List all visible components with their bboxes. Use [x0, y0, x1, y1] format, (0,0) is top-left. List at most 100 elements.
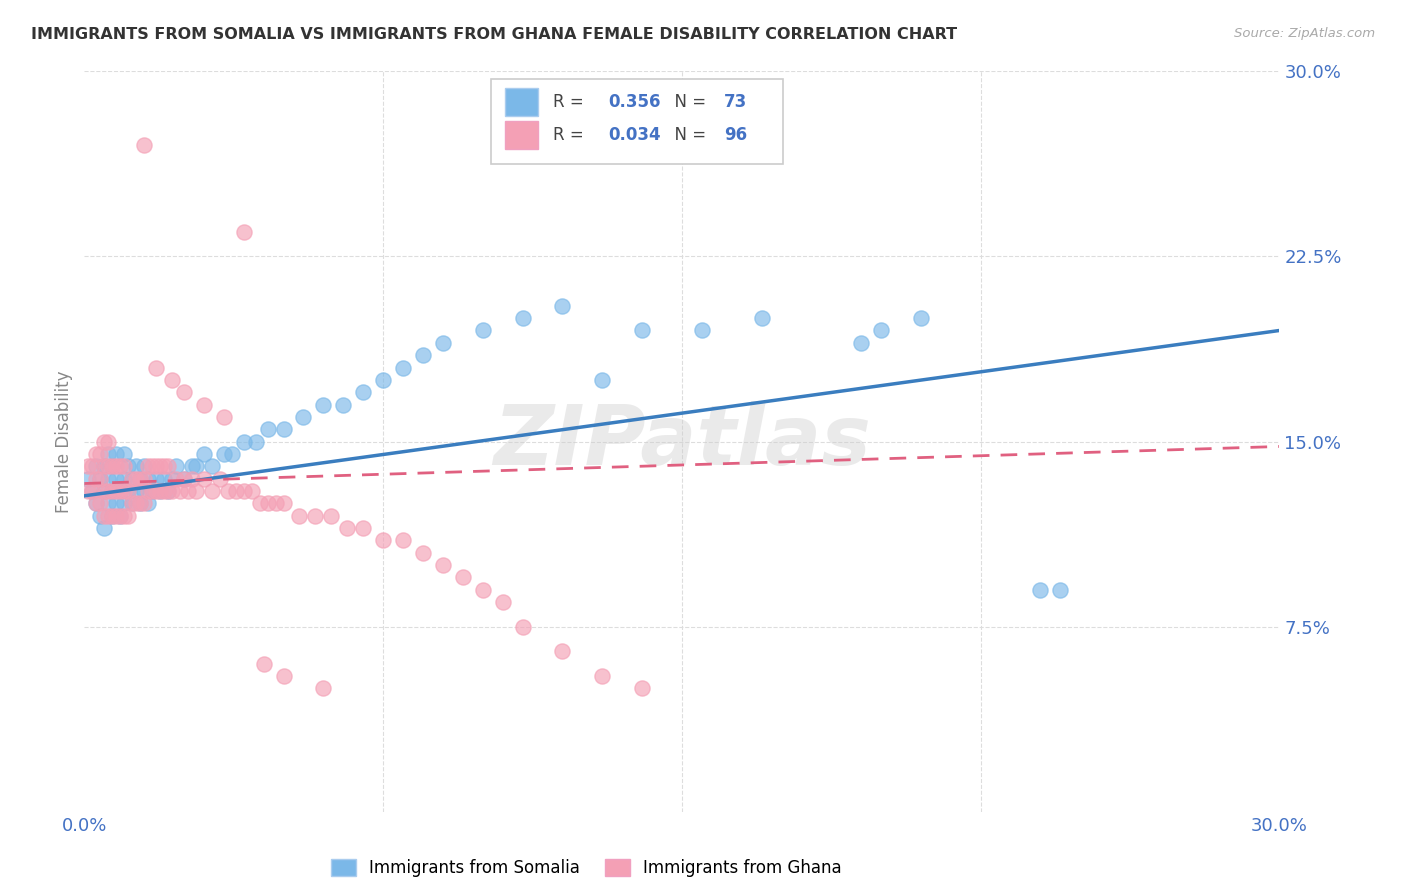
Immigrants from Ghana — [136, 459, 159, 474]
Immigrants from Ghana — [117, 483, 139, 498]
Immigrants from Ghana — [97, 508, 120, 523]
Immigrants from Ghana — [212, 409, 235, 424]
Immigrants from Ghana — [93, 434, 115, 449]
Immigrants from Somalia — [153, 471, 176, 485]
Immigrants from Somalia — [245, 434, 267, 449]
Immigrants from Somalia — [125, 459, 148, 474]
Immigrants from Somalia — [105, 471, 128, 485]
Immigrants from Ghana — [112, 508, 135, 523]
Immigrants from Ghana — [145, 360, 167, 375]
Immigrants from Ghana — [101, 459, 124, 474]
Immigrants from Somalia — [273, 422, 295, 436]
Immigrants from Ghana — [105, 459, 128, 474]
Immigrants from Somalia — [1049, 582, 1071, 597]
Immigrants from Ghana — [512, 619, 534, 633]
Immigrants from Somalia — [332, 398, 354, 412]
Legend: Immigrants from Somalia, Immigrants from Ghana: Immigrants from Somalia, Immigrants from… — [330, 859, 842, 878]
Immigrants from Somalia — [101, 508, 124, 523]
Immigrants from Ghana — [105, 483, 128, 498]
Immigrants from Ghana — [165, 471, 187, 485]
Text: ZIPatlas: ZIPatlas — [494, 401, 870, 482]
Immigrants from Ghana — [82, 459, 104, 474]
Immigrants from Somalia — [101, 483, 124, 498]
Immigrants from Ghana — [97, 434, 120, 449]
Immigrants from Ghana — [86, 471, 108, 485]
Immigrants from Ghana — [492, 595, 515, 609]
Immigrants from Somalia — [112, 496, 135, 510]
Bar — [505, 87, 538, 116]
Immigrants from Somalia — [97, 447, 120, 461]
Immigrants from Ghana — [141, 459, 163, 474]
Immigrants from Ghana — [336, 521, 359, 535]
Immigrants from Somalia — [89, 508, 111, 523]
Immigrants from Ghana — [112, 483, 135, 498]
Text: 73: 73 — [724, 93, 747, 111]
Text: 0.356: 0.356 — [607, 93, 661, 111]
Immigrants from Somalia — [690, 324, 713, 338]
Immigrants from Somalia — [751, 311, 773, 326]
Immigrants from Somalia — [129, 471, 152, 485]
Immigrants from Somalia — [136, 471, 159, 485]
Immigrants from Ghana — [173, 471, 195, 485]
Immigrants from Ghana — [93, 508, 115, 523]
Immigrants from Ghana — [132, 138, 156, 153]
Immigrants from Ghana — [110, 483, 132, 498]
Immigrants from Ghana — [145, 483, 167, 498]
Immigrants from Ghana — [273, 669, 295, 683]
Immigrants from Ghana — [141, 483, 163, 498]
Immigrants from Ghana — [101, 483, 124, 498]
Immigrants from Ghana — [288, 508, 311, 523]
Immigrants from Somalia — [125, 483, 148, 498]
Immigrants from Somalia — [77, 471, 100, 485]
Immigrants from Somalia — [201, 459, 224, 474]
Immigrants from Ghana — [160, 373, 183, 387]
Immigrants from Somalia — [93, 521, 115, 535]
Immigrants from Somalia — [631, 324, 654, 338]
Immigrants from Somalia — [117, 459, 139, 474]
Immigrants from Somalia — [82, 483, 104, 498]
Y-axis label: Female Disability: Female Disability — [55, 370, 73, 513]
Immigrants from Ghana — [181, 471, 204, 485]
Immigrants from Somalia — [412, 348, 434, 362]
Immigrants from Ghana — [129, 471, 152, 485]
Immigrants from Somalia — [184, 459, 207, 474]
Text: R =: R = — [553, 126, 589, 144]
Text: 96: 96 — [724, 126, 747, 144]
Immigrants from Somalia — [373, 373, 395, 387]
Immigrants from Ghana — [256, 496, 278, 510]
Immigrants from Somalia — [101, 459, 124, 474]
Immigrants from Somalia — [145, 471, 167, 485]
Immigrants from Somalia — [221, 447, 243, 461]
Immigrants from Ghana — [177, 483, 200, 498]
Immigrants from Somalia — [86, 496, 108, 510]
Immigrants from Somalia — [112, 471, 135, 485]
Immigrants from Somalia — [165, 459, 187, 474]
Immigrants from Somalia — [193, 447, 215, 461]
Bar — [505, 121, 538, 149]
Immigrants from Somalia — [93, 483, 115, 498]
Immigrants from Somalia — [86, 459, 108, 474]
Immigrants from Ghana — [352, 521, 374, 535]
Text: R =: R = — [553, 93, 589, 111]
Immigrants from Ghana — [89, 447, 111, 461]
Immigrants from Ghana — [232, 225, 254, 239]
Immigrants from Ghana — [132, 496, 156, 510]
Text: Source: ZipAtlas.com: Source: ZipAtlas.com — [1234, 27, 1375, 40]
Immigrants from Ghana — [249, 496, 271, 510]
Immigrants from Somalia — [121, 471, 143, 485]
Immigrants from Ghana — [101, 508, 124, 523]
Immigrants from Ghana — [240, 483, 263, 498]
Immigrants from Ghana — [121, 496, 143, 510]
Immigrants from Somalia — [132, 459, 156, 474]
Immigrants from Somalia — [1029, 582, 1052, 597]
Immigrants from Ghana — [321, 508, 343, 523]
Text: N =: N = — [664, 93, 711, 111]
Immigrants from Somalia — [112, 447, 135, 461]
Immigrants from Ghana — [157, 483, 180, 498]
Immigrants from Ghana — [631, 681, 654, 696]
Immigrants from Ghana — [392, 533, 415, 548]
Immigrants from Ghana — [217, 483, 239, 498]
Immigrants from Somalia — [212, 447, 235, 461]
Immigrants from Ghana — [89, 471, 111, 485]
Immigrants from Somalia — [870, 324, 893, 338]
